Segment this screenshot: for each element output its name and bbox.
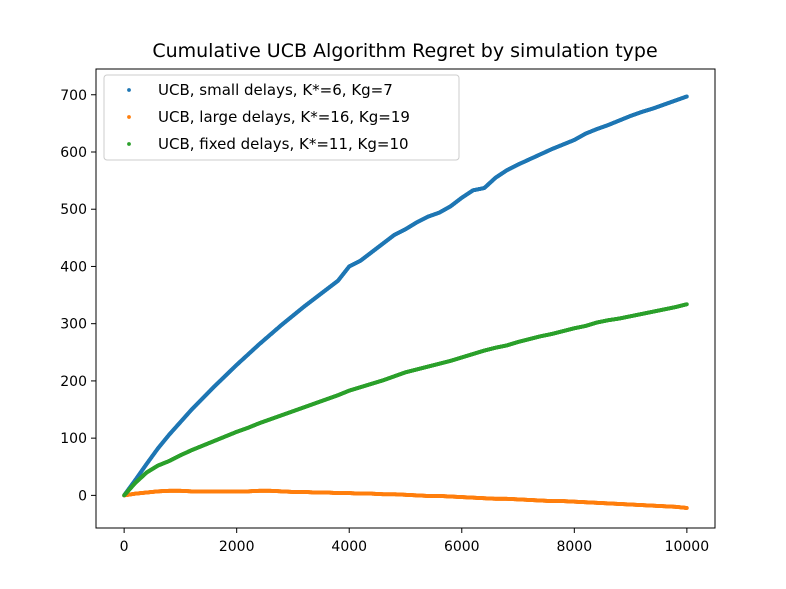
data-layer — [122, 94, 689, 510]
series-1 — [122, 94, 689, 498]
data-point — [684, 94, 689, 99]
data-point — [684, 506, 689, 510]
chart-title: Cumulative UCB Algorithm Regret by simul… — [152, 40, 657, 62]
